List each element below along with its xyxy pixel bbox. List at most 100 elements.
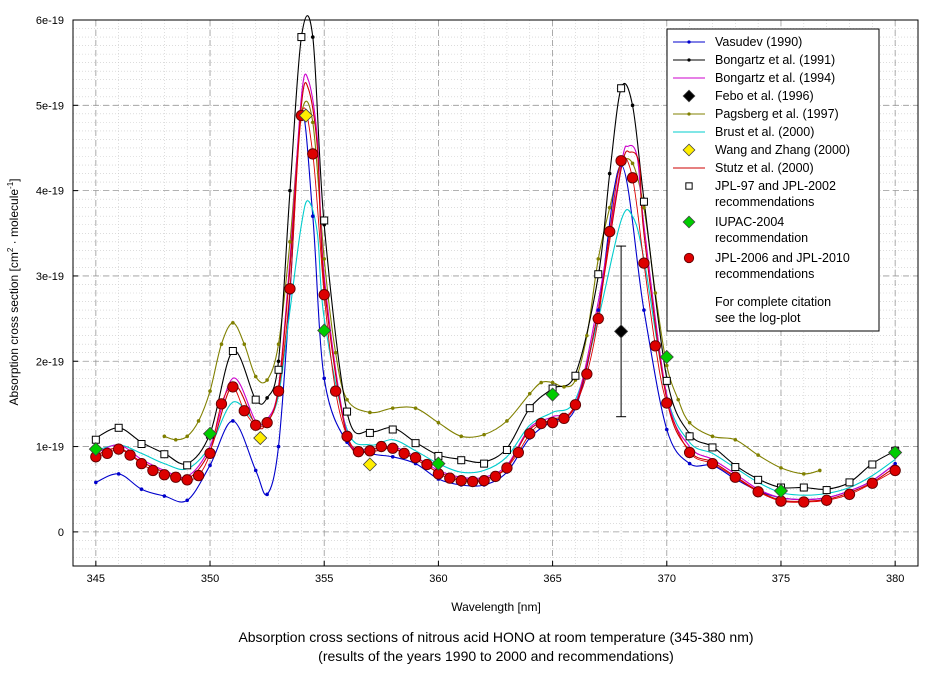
- data-point-bongartz-et-al-1991: [630, 103, 635, 108]
- plot-frame: [72, 19, 919, 567]
- data-point-pagsberg-et-al-1997: [368, 410, 372, 415]
- legend-label-stutz-et-al-2000: Stutz et al. (2000): [715, 161, 814, 175]
- legend-marker-jpl-2006-and-jpl-2010-recommendations: [683, 252, 695, 264]
- data-point-pagsberg-et-al-1997: [333, 350, 338, 355]
- data-point-jpl-97-and-jpl-2002-recommendations: [845, 478, 854, 487]
- data-point-pagsberg-et-al-1997: [733, 437, 738, 442]
- data-point-jpl-97-and-jpl-2002-recommendations: [617, 84, 626, 93]
- data-point-jpl-2006-and-jpl-2010-recommendations: [638, 257, 650, 269]
- data-point-jpl-97-and-jpl-2002-recommendations: [799, 483, 808, 492]
- data-point-bongartz-et-al-1991: [310, 35, 315, 39]
- data-point-pagsberg-et-al-1997: [505, 419, 509, 423]
- data-point-pagsberg-et-al-1997: [288, 240, 292, 244]
- data-point-jpl-2006-and-jpl-2010-recommendations: [124, 449, 136, 461]
- data-point-pagsberg-et-al-1997: [436, 420, 441, 425]
- data-point-jpl-2006-and-jpl-2010-recommendations: [352, 446, 365, 458]
- data-point-jpl-97-and-jpl-2002-recommendations: [320, 216, 329, 225]
- marker-layer: [88, 33, 903, 508]
- data-point-jpl-2006-and-jpl-2010-recommendations: [147, 464, 159, 477]
- data-point-pagsberg-et-al-1997: [596, 257, 601, 261]
- data-point-pagsberg-et-al-1997: [196, 419, 201, 423]
- data-point-pagsberg-et-al-1997: [630, 161, 635, 166]
- legend-label-jpl-2006-and-jpl-2010-recommendations: recommendations: [715, 267, 814, 281]
- data-point-jpl-2006-and-jpl-2010-recommendations: [375, 440, 387, 453]
- y-tick-label: 2e-19: [36, 356, 64, 368]
- data-point-jpl-97-and-jpl-2002-recommendations: [297, 33, 306, 42]
- legend-marker-pagsberg-et-al-1997: [687, 112, 691, 116]
- data-point-jpl-2006-and-jpl-2010-recommendations: [307, 148, 319, 160]
- data-point-jpl-2006-and-jpl-2010-recommendations: [387, 442, 399, 454]
- data-point-jpl-2006-and-jpl-2010-recommendations: [581, 368, 593, 380]
- series-line-pagsberg-et-al-1997: [164, 100, 820, 475]
- data-point-bongartz-et-al-1991: [276, 359, 281, 364]
- x-tick-label: 360: [429, 573, 447, 585]
- y-axis-label-sup1: 2: [6, 247, 15, 252]
- data-point-jpl-2006-and-jpl-2010-recommendations: [546, 417, 559, 429]
- x-tick-label: 375: [772, 573, 790, 585]
- legend-label-bongartz-et-al-1994: Bongartz et al. (1994): [715, 71, 835, 85]
- data-point-jpl-2006-and-jpl-2010-recommendations: [170, 471, 182, 483]
- legend-label-febo-et-al-1996: Febo et al. (1996): [715, 89, 814, 103]
- data-point-jpl-2006-and-jpl-2010-recommendations: [889, 464, 901, 477]
- data-point-jpl-2006-and-jpl-2010-recommendations: [558, 412, 570, 425]
- data-point-jpl-97-and-jpl-2002-recommendations: [662, 376, 671, 385]
- legend-label-pagsberg-et-al-1997: Pagsberg et al. (1997): [715, 107, 839, 121]
- data-point-pagsberg-et-al-1997: [219, 342, 224, 346]
- data-point-pagsberg-et-al-1997: [710, 434, 715, 439]
- x-tick-label: 380: [886, 573, 904, 585]
- data-point-jpl-97-and-jpl-2002-recommendations: [480, 459, 489, 468]
- data-point-jpl-97-and-jpl-2002-recommendations: [525, 404, 534, 413]
- data-point-pagsberg-et-al-1997: [276, 342, 281, 346]
- data-point-jpl-2006-and-jpl-2010-recommendations: [706, 457, 719, 470]
- data-point-jpl-97-and-jpl-2002-recommendations: [594, 270, 603, 279]
- data-point-jpl-2006-and-jpl-2010-recommendations: [752, 486, 764, 498]
- data-point-pagsberg-et-al-1997: [173, 437, 178, 442]
- data-point-jpl-2006-and-jpl-2010-recommendations: [227, 381, 239, 393]
- data-point-jpl-2006-and-jpl-2010-recommendations: [204, 447, 216, 460]
- legend-marker-jpl-97-and-jpl-2002-recommendations: [685, 182, 693, 190]
- data-point-vasudev-1990: [185, 498, 189, 503]
- data-point-jpl-97-and-jpl-2002-recommendations: [571, 371, 580, 380]
- data-point-jpl-2006-and-jpl-2010-recommendations: [478, 475, 490, 487]
- data-point-pagsberg-et-al-1997: [550, 380, 555, 385]
- data-point-jpl-2006-and-jpl-2010-recommendations: [421, 458, 433, 471]
- data-point-jpl-2006-and-jpl-2010-recommendations: [215, 398, 228, 410]
- data-point-jpl-2006-and-jpl-2010-recommendations: [113, 443, 125, 455]
- data-point-jpl-2006-and-jpl-2010-recommendations: [329, 385, 342, 397]
- data-point-pagsberg-et-al-1997: [664, 363, 669, 368]
- y-axis-label: Absorption cross section [cm2 · molecule…: [6, 178, 21, 405]
- data-point-jpl-2006-and-jpl-2010-recommendations: [284, 283, 296, 295]
- chart-title: Absorption cross sections of nitrous aci…: [238, 629, 753, 645]
- data-point-vasudev-1990: [642, 308, 646, 312]
- legend-label-bongartz-et-al-1991: Bongartz et al. (1991): [715, 53, 835, 67]
- data-point-pagsberg-et-al-1997: [310, 120, 315, 125]
- data-point-jpl-2006-and-jpl-2010-recommendations: [101, 447, 113, 460]
- y-tick-label: 5e-19: [36, 100, 64, 112]
- data-point-iupac-2004-recommendation: [545, 387, 560, 402]
- data-point-jpl-2006-and-jpl-2010-recommendations: [192, 469, 205, 482]
- axes: 345 350 355 360 365 370 375 380 0 1e-19 2e-19 3e-19…: [36, 15, 919, 585]
- data-point-jpl-2006-and-jpl-2010-recommendations: [181, 474, 193, 486]
- data-point-vasudev-1990: [208, 463, 212, 468]
- data-point-jpl-2006-and-jpl-2010-recommendations: [649, 340, 662, 352]
- legend-marker-vasudev-1990: [687, 40, 691, 44]
- data-point-iupac-2004-recommendation: [888, 445, 903, 460]
- data-point-jpl-97-and-jpl-2002-recommendations: [685, 432, 694, 441]
- legend-label-jpl-2006-and-jpl-2010-recommendations: JPL-2006 and JPL-2010: [715, 251, 850, 265]
- data-point-jpl-2006-and-jpl-2010-recommendations: [364, 445, 376, 457]
- data-point-bongartz-et-al-1991: [265, 396, 269, 400]
- data-point-jpl-97-and-jpl-2002-recommendations: [822, 486, 831, 495]
- data-point-jpl-2006-and-jpl-2010-recommendations: [467, 475, 479, 488]
- data-point-jpl-2006-and-jpl-2010-recommendations: [661, 397, 673, 409]
- y-tick-label: 6e-19: [36, 15, 64, 27]
- data-point-pagsberg-et-al-1997: [562, 385, 566, 389]
- data-point-vasudev-1990: [322, 376, 327, 381]
- data-point-pagsberg-et-al-1997: [607, 205, 612, 210]
- data-point-jpl-97-and-jpl-2002-recommendations: [388, 425, 397, 434]
- data-point-jpl-97-and-jpl-2002-recommendations: [251, 395, 260, 404]
- data-point-jpl-97-and-jpl-2002-recommendations: [365, 428, 374, 437]
- data-point-pagsberg-et-al-1997: [756, 453, 760, 457]
- data-point-febo-et-al-1996: [614, 324, 629, 339]
- data-point-wang-and-zhang-2000: [362, 457, 377, 472]
